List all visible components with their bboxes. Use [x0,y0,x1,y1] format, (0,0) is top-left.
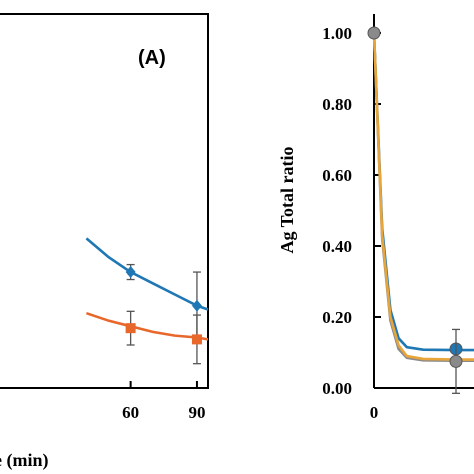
panel-b-series-line [372,32,474,361]
panel-a-frame [0,13,209,389]
panel-a-label: (A) [138,47,166,69]
panel-b-y-axis-title: Ag Total ratio [277,146,297,253]
panel-b-y-tick-label: 0.40 [322,237,352,256]
panel-b-point [367,26,381,40]
panel-a-x-ticks: 60 90 [122,381,205,422]
panel-a-series-line [85,237,209,311]
panel-b-x-tick-label: 0 [370,403,379,422]
panel-b-y-tick-label: 0.20 [322,308,352,327]
panel-a-x-axis-title: e (min) [0,450,48,471]
panel-a-x-tick-label: 90 [188,403,205,422]
panel-b-y-tick-label: 0.80 [322,95,352,114]
panel-b-y-tick-label: 0.00 [322,379,352,398]
panel-b-y-ticks: 0.00 0.20 0.40 0.60 0.80 1.00 [322,24,381,398]
panel-a-x-tick-label: 60 [122,403,139,422]
panel-a-series [85,237,209,365]
panel-a-point [191,334,202,345]
panel-a-point [125,323,136,334]
panel-b-series [367,26,474,394]
panel-b-y-tick-label: 1.00 [322,24,352,43]
panel-b-point [449,354,463,368]
chart-panel-b: 0.00 0.20 0.40 0.60 0.80 1.00 0 Ag Total rati… [277,14,474,422]
panel-a-series-line [86,311,209,341]
panel-b-x-ticks: 0 [370,403,379,422]
panel-b-y-tick-label: 0.60 [322,166,352,185]
panel-a-point [125,266,136,279]
chart-panel-a: (A) 60 90 e (min) [0,13,209,471]
panel-a-point [191,299,202,312]
